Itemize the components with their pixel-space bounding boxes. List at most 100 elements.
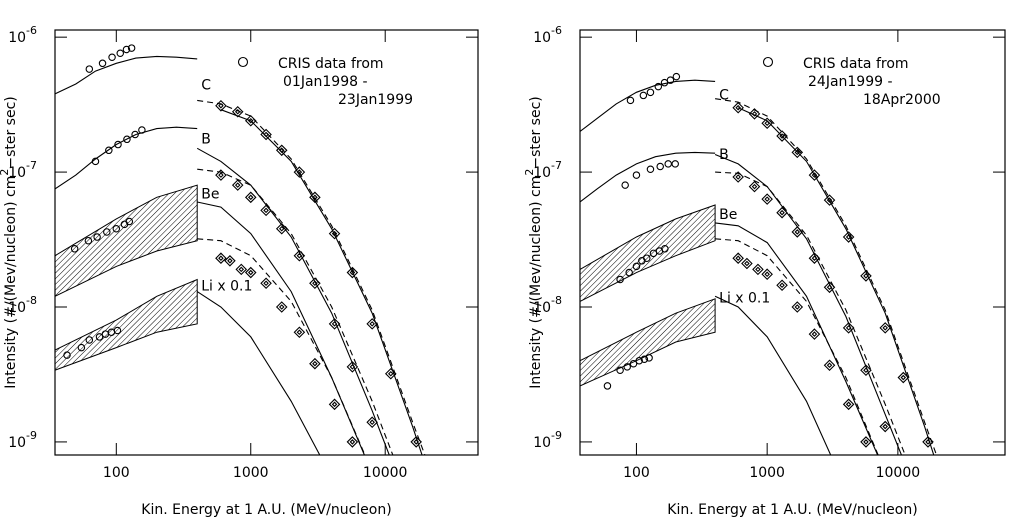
legend-marker	[762, 56, 774, 68]
cris-point	[623, 363, 631, 371]
cris-point	[639, 91, 648, 100]
cris-point	[85, 336, 94, 344]
cris-point	[635, 356, 643, 365]
cris-point	[621, 181, 629, 189]
cris-point	[672, 72, 681, 81]
heao-point	[791, 226, 804, 238]
cris-point	[103, 228, 111, 236]
legend-text: CRIS data from	[803, 56, 909, 72]
cris-point	[603, 382, 612, 390]
axes-frame	[54, 29, 479, 456]
y-tick-exponent: -9	[551, 429, 562, 442]
cris-point	[643, 254, 651, 262]
y-tick-base: 10	[8, 300, 26, 316]
heao-point	[732, 171, 744, 183]
model-band	[580, 298, 716, 387]
model-band	[55, 278, 198, 371]
cris-point	[85, 65, 94, 73]
heao-point	[235, 263, 248, 276]
cris-point	[646, 88, 655, 97]
heao-point	[260, 204, 272, 217]
y-tick-base: 10	[533, 30, 551, 46]
y-tick-label: 10-6	[8, 24, 37, 46]
cris-point	[654, 82, 663, 91]
cris-point	[114, 140, 122, 149]
heao-point	[244, 191, 257, 204]
heao-point	[922, 436, 934, 448]
cris-point	[95, 333, 104, 341]
cris-point	[625, 268, 633, 277]
model-dashed-curve	[197, 238, 366, 455]
heao-point	[215, 169, 227, 181]
y-tick-base: 10	[8, 435, 26, 451]
heao-point	[410, 436, 422, 448]
y-axis-label-part: −ster sec)	[3, 96, 19, 168]
y-tick-label: 10-9	[8, 429, 37, 451]
heao-point	[842, 322, 855, 334]
legend-marker	[237, 56, 249, 68]
cris-point	[632, 171, 641, 179]
legend-text: CRIS data from	[278, 56, 384, 72]
heao-point	[776, 279, 788, 292]
y-axis-label-part: 2	[0, 169, 11, 176]
y-tick-exponent: -8	[551, 294, 562, 307]
model-solid-curve	[197, 201, 365, 455]
heao-point	[244, 266, 257, 279]
cris-point	[127, 44, 136, 52]
heao-point	[260, 277, 272, 290]
cris-point	[77, 343, 86, 352]
cris-point	[122, 45, 131, 54]
cris-point	[112, 225, 121, 233]
legend-text: 23Jan1999	[338, 92, 413, 108]
model-solid-curve	[714, 153, 903, 455]
element-label: C	[719, 88, 729, 104]
x-tick-label: 1000	[749, 465, 785, 481]
element-label: Be	[719, 207, 737, 223]
heao-point	[761, 268, 773, 280]
heao-point	[215, 252, 227, 264]
heao-point	[741, 257, 753, 270]
heao-point	[860, 270, 872, 282]
y-tick-base: 10	[8, 165, 26, 181]
heao-point	[823, 194, 836, 206]
heao-point	[224, 255, 236, 267]
cris-point	[123, 135, 131, 144]
cris-point	[93, 233, 101, 241]
heao-point	[244, 115, 257, 127]
heao-point	[776, 206, 788, 219]
element-label: B	[201, 131, 211, 147]
cris-point	[131, 130, 139, 139]
cris-point	[113, 326, 122, 335]
heao-point	[808, 328, 821, 340]
cris-point	[632, 262, 641, 271]
heao-point	[791, 146, 804, 159]
cris-point	[645, 354, 653, 362]
cris-point	[671, 160, 679, 168]
cris-point	[666, 76, 675, 84]
heao-point	[823, 281, 836, 294]
heao-point	[231, 179, 244, 191]
heao-point	[293, 249, 306, 262]
cris-point	[108, 53, 116, 61]
model-dashed-curve	[197, 168, 394, 455]
model-dashed-curve	[715, 238, 879, 455]
heao-point	[309, 357, 321, 370]
heao-point	[732, 252, 744, 264]
x-axis-label: Kin. Energy at 1 A.U. (MeV/nucleon)	[667, 502, 917, 518]
cris-point	[138, 126, 146, 134]
heao-point	[791, 301, 804, 313]
heao-point	[823, 359, 836, 372]
model-low-curve	[580, 151, 716, 203]
heao-point	[808, 169, 821, 181]
heao-point	[215, 100, 227, 112]
heao-point	[752, 263, 764, 276]
y-tick-label: 10-8	[8, 294, 37, 316]
heao-point	[275, 301, 288, 313]
cris-point	[84, 236, 93, 245]
y-tick-label: 10-7	[8, 159, 37, 181]
cris-point	[664, 160, 672, 168]
legend-text: 24Jan1999 -	[808, 74, 893, 90]
model-low-curve	[580, 79, 716, 132]
cris-point	[661, 245, 669, 253]
cris-point	[626, 96, 635, 105]
